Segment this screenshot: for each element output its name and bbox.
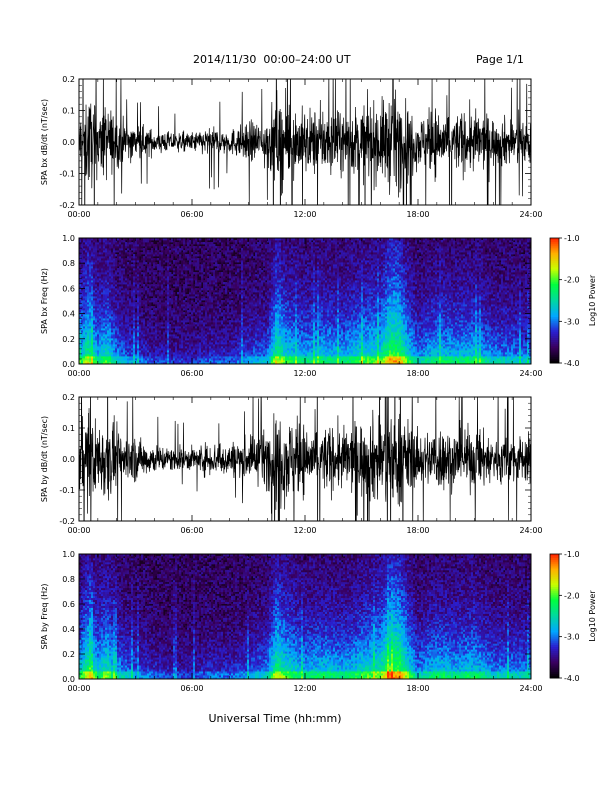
spectrogram-panel-2: 00:00 06:00 12:00 18:00 24:000.00.20.40.60.8… xyxy=(40,234,597,378)
y-axis-title: SPA bx dB/dt (nT/sec) xyxy=(40,99,49,185)
x-tick-label: 00:00 xyxy=(67,210,90,219)
y-tick-label: 0.1 xyxy=(62,107,75,116)
x-tick-label: 12:00 xyxy=(293,210,316,219)
y-tick-label: 0.2 xyxy=(62,75,75,84)
y-tick-label: -0.2 xyxy=(59,201,75,210)
x-axis-title: Universal Time (hh:mm) xyxy=(209,712,342,725)
x-tick-label: 24:00 xyxy=(519,210,542,219)
x-tick-label: 18:00 xyxy=(406,210,429,219)
plot-page: 2014/11/30 00:00–24:00 UT Page 1/1 Unive… xyxy=(0,0,612,792)
x-tick-label: 06:00 xyxy=(180,210,203,219)
y-tick-label: 0.0 xyxy=(62,138,75,147)
y-tick-label: -0.1 xyxy=(59,170,75,179)
plots-canvas: Universal Time (hh:mm) 00:00 06:00 12:00 18… xyxy=(0,0,612,792)
